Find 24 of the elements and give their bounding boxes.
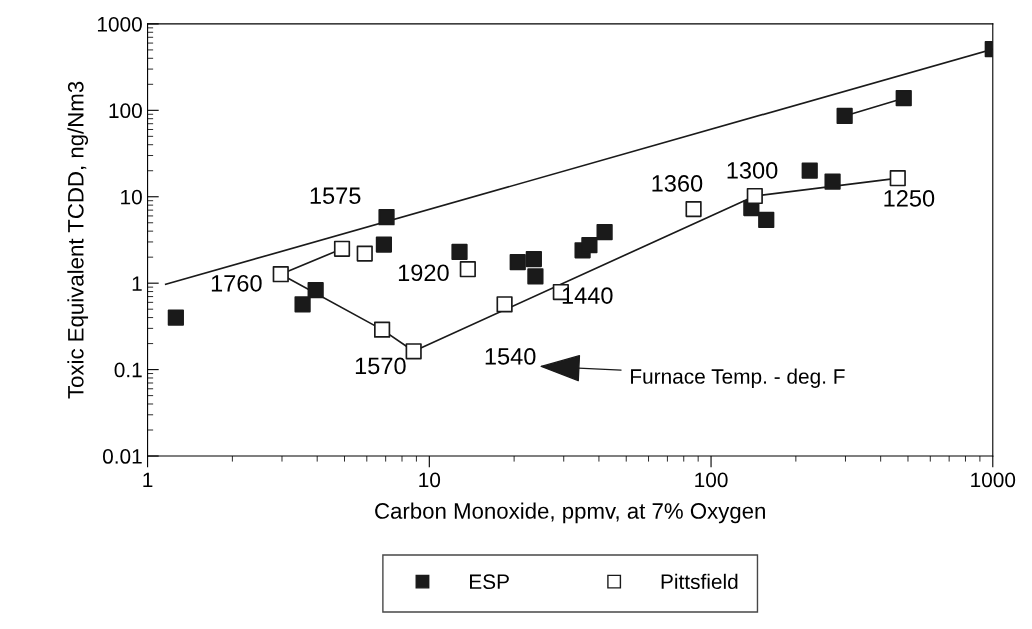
x-tick-label: 1 [143,472,153,488]
y-axis-title: Toxic Equivalent TCDD, ng/Nm3 [67,81,89,399]
annotation: 1575 [310,187,361,205]
y-tick-label: 0.01 [102,449,142,464]
y-tick-label: 0.1 [114,362,142,378]
annotation: 1540 [485,348,536,365]
legend-label: Pittsfield [661,573,738,590]
legend-label: ESP [470,574,509,590]
x-tick-label: 10 [419,472,441,488]
annotation: Furnace Temp. - deg. F [631,368,845,388]
x-tick-label: 100 [695,472,728,488]
annotation: 1440 [562,287,613,304]
annotation: 1250 [884,190,935,207]
annotation: 1300 [727,162,778,179]
annotation: 1570 [355,357,406,375]
y-tick-label: 10 [121,189,142,205]
annotation: 1360 [652,175,703,192]
x-tick-label: 1000 [971,472,1016,488]
annotation: 1760 [211,274,262,292]
y-tick-label: 1000 [97,16,142,32]
annotation: 1920 [398,264,449,282]
x-axis-title: Carbon Monoxide, ppmv, at 7% Oxygen [375,502,765,524]
y-tick-label: 100 [109,103,142,119]
y-tick-label: 1 [132,276,142,291]
